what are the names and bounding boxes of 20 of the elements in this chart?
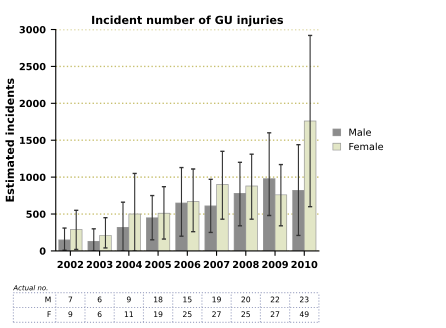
- x-tick-label: 2007: [204, 260, 230, 268]
- y-tick-label: 500: [26, 210, 46, 218]
- y-tick-label: 0: [40, 247, 46, 255]
- chart-title: Incident number of GU injuries: [92, 16, 284, 26]
- x-tick-label: 2003: [86, 260, 112, 268]
- x-tick-label: 2006: [174, 260, 200, 268]
- y-tick-label: 1500: [20, 136, 46, 144]
- x-tick-label: 2009: [262, 260, 288, 268]
- x-tick-label: 2004: [116, 260, 142, 268]
- x-tick-label: 2002: [58, 260, 84, 268]
- x-tick-label: 2005: [145, 260, 171, 268]
- y-tick-label: 2000: [20, 100, 46, 108]
- y-tick-label: 3000: [20, 26, 46, 34]
- y-tick-label: 2500: [20, 62, 46, 70]
- y-tick-label: 1000: [20, 174, 46, 181]
- x-tick-label: 2010: [292, 260, 318, 268]
- y-axis-title: Estimated incidents: [5, 78, 14, 202]
- legend-label: Male: [349, 128, 371, 136]
- x-tick-label: 2008: [233, 260, 259, 268]
- legend-label: Female: [349, 142, 384, 150]
